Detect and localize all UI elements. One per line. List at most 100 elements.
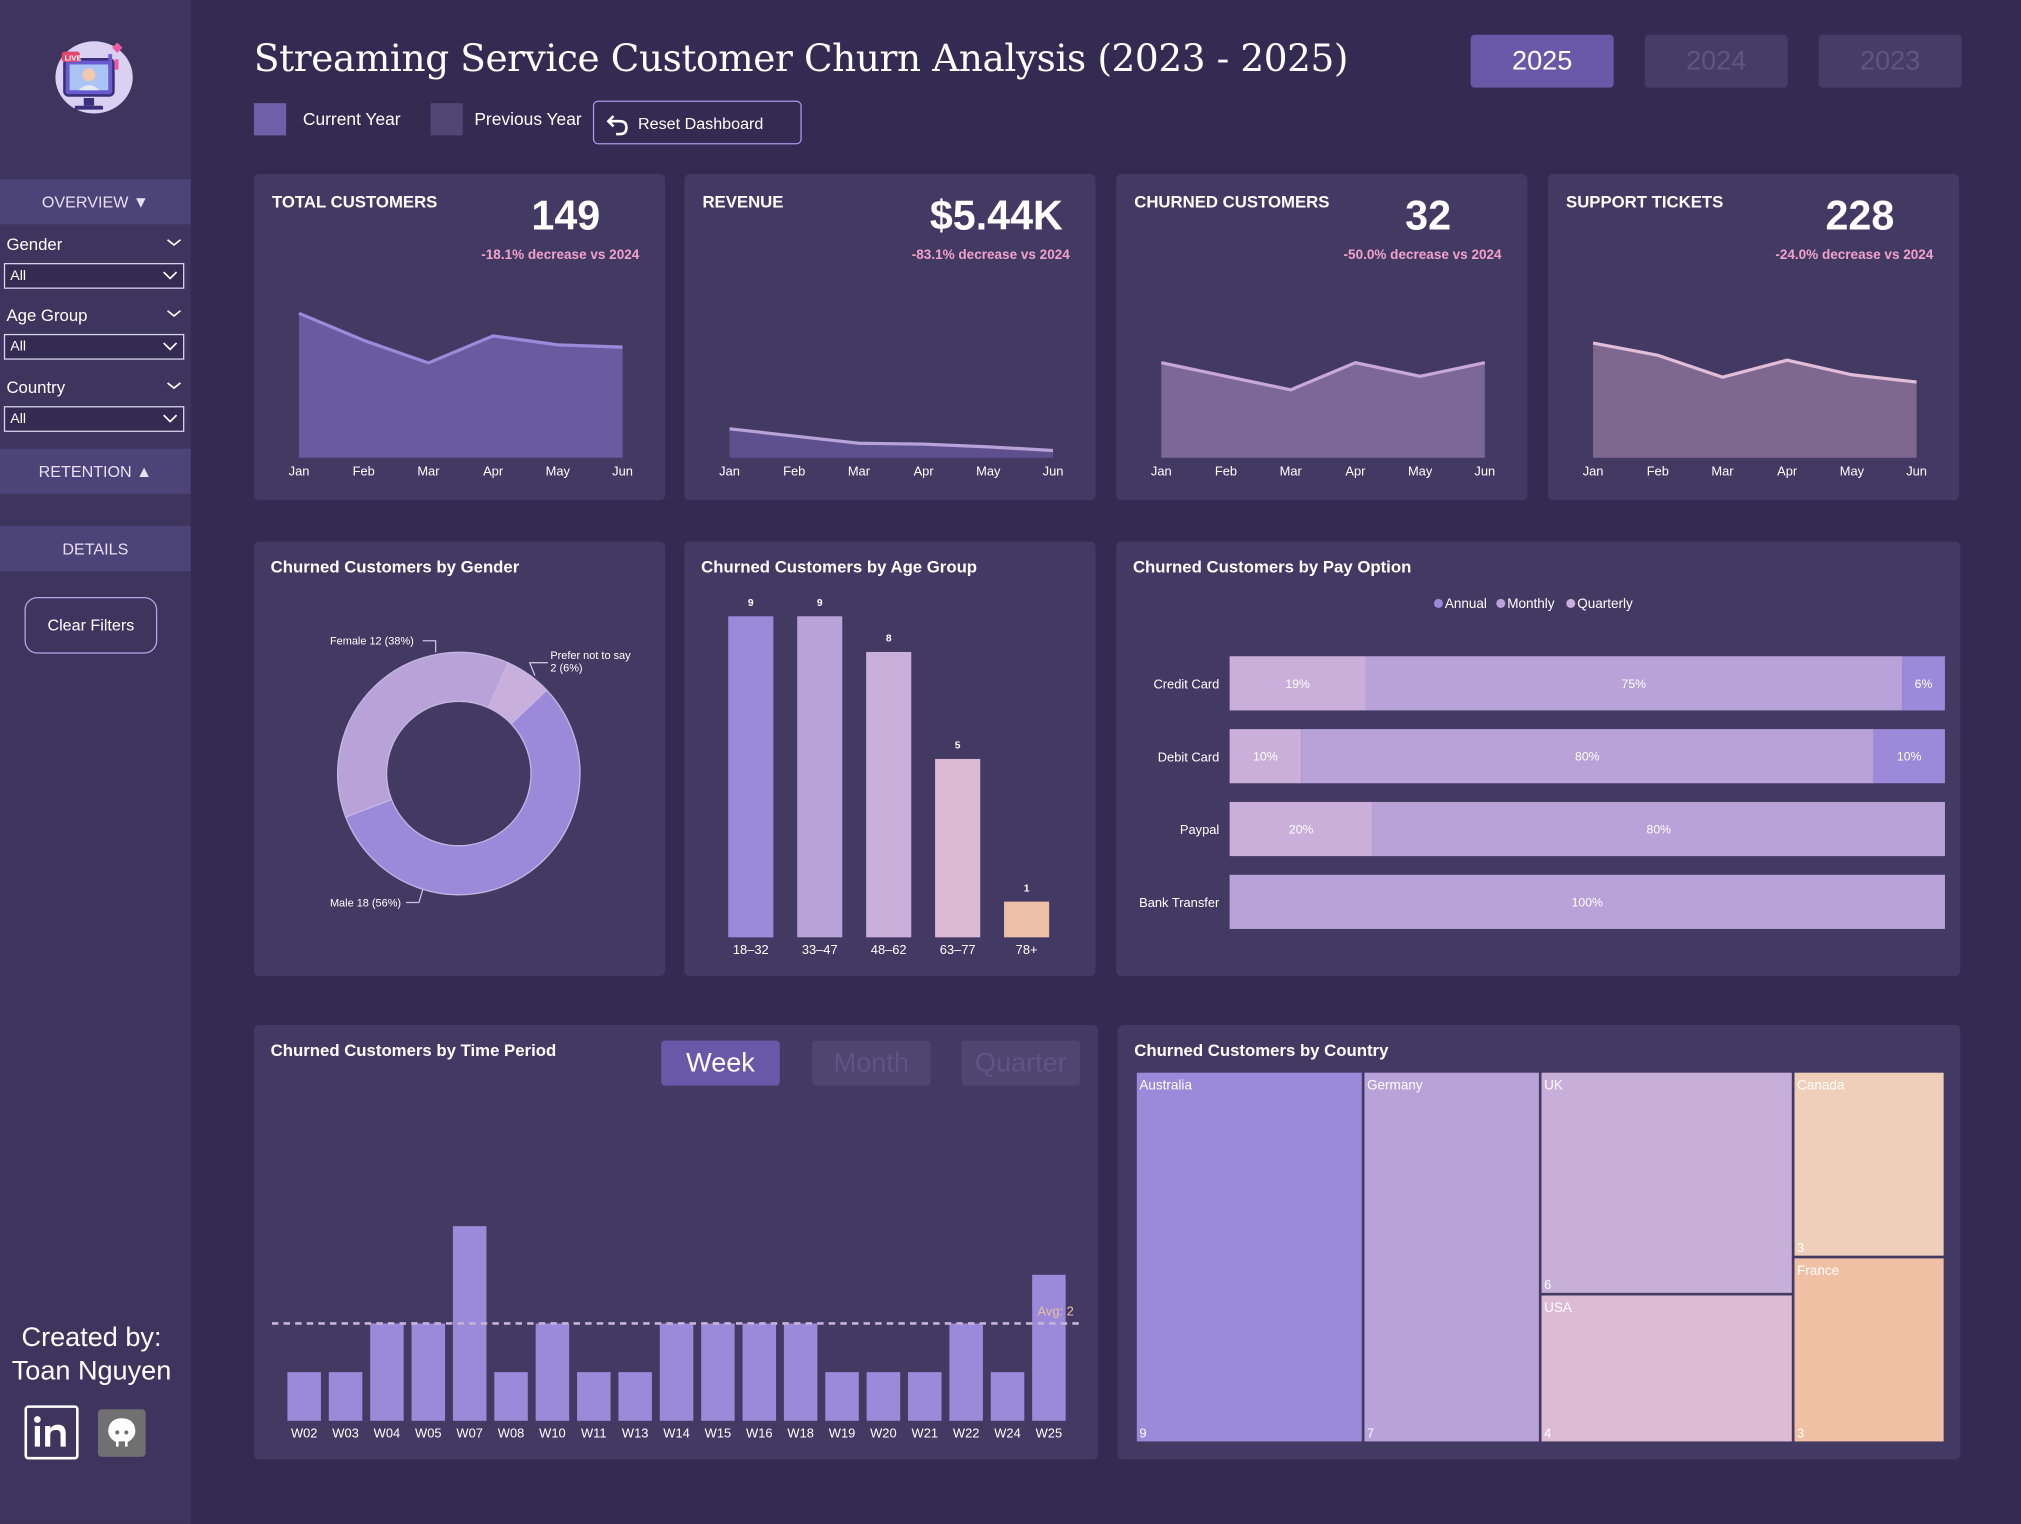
gender-chart-card: Churned Customers by Gender Female 12 (3… [253, 541, 666, 977]
x-tick-label: Jan [719, 464, 740, 479]
toggle-month[interactable]: Month [812, 1040, 931, 1086]
year-button-2025[interactable]: 2025 [1470, 34, 1614, 88]
x-tick-label: Mar [848, 464, 871, 479]
gender-select[interactable]: All [3, 263, 185, 289]
year-2025-label: 2025 [1512, 45, 1573, 76]
kpi-delta: -83.1% decrease vs 2024 [911, 247, 1070, 264]
chevron-down-icon[interactable] [165, 379, 183, 392]
week-bar [742, 1323, 777, 1421]
sparkline-area [1161, 362, 1485, 458]
pay-option-chart-card: Churned Customers by Pay Option Annual Mo… [1116, 541, 1961, 977]
current-year-swatch [253, 103, 287, 136]
week-bar [1032, 1274, 1066, 1421]
x-tick-label: Apr [914, 464, 935, 479]
x-tick-label: W24 [994, 1426, 1020, 1441]
x-tick-label: W16 [746, 1426, 772, 1441]
female-leader-line [422, 640, 437, 653]
x-tick-label: W18 [787, 1426, 813, 1441]
author-credit: Created by: Toan Nguyen [0, 1322, 183, 1389]
filter-age-label: Age Group [6, 305, 88, 325]
x-tick-label: Jan [1151, 464, 1172, 479]
x-tick-label: W14 [663, 1426, 689, 1441]
week-bar [825, 1372, 859, 1421]
segment-value-label: 19% [1285, 677, 1310, 691]
x-tick-label: Apr [483, 464, 504, 479]
year-button-2024[interactable]: 2024 [1644, 34, 1788, 88]
x-tick-label: Feb [1647, 464, 1669, 479]
segment-value-label: 100% [1572, 895, 1603, 909]
nav-overview[interactable]: OVERVIEW ▼ [0, 179, 191, 225]
age-bar [866, 651, 912, 938]
treemap-value-label: 4 [1544, 1426, 1551, 1441]
chevron-down-icon[interactable] [165, 236, 183, 249]
kpi-title: CHURNED CUSTOMERS [1134, 192, 1330, 212]
legend-dot [1496, 598, 1506, 608]
pay-bar-segment [1301, 729, 1874, 784]
pay-option-bar-chart: Annual Monthly Quarterly Credit Card 19% 75% 6… [1139, 596, 1945, 929]
prefer-leader-line [528, 662, 548, 676]
age-group-select[interactable]: All [3, 333, 185, 360]
bar-value-label: 9 [817, 598, 823, 609]
y-tick-label: Debit Card [1158, 749, 1220, 764]
x-tick-label: May [546, 464, 571, 479]
week-bar [908, 1372, 942, 1421]
github-icon[interactable] [97, 1409, 146, 1457]
year-2023-label: 2023 [1860, 45, 1921, 76]
year-button-2023[interactable]: 2023 [1818, 34, 1962, 88]
svg-text:LIVE: LIVE [64, 54, 81, 63]
x-tick-label: Mar [1280, 464, 1303, 479]
kpi-card-total-customers: TOTAL CUSTOMERS 149 -18.1% decrease vs 2… [253, 174, 666, 501]
sparkline-line [1592, 341, 1917, 384]
age-bar [728, 616, 774, 938]
x-tick-label: W11 [581, 1426, 607, 1441]
treemap-country-label: USA [1544, 1300, 1572, 1315]
pay-bar-segment [1229, 874, 1945, 929]
segment-value-label: 75% [1622, 677, 1647, 691]
x-tick-label: W19 [829, 1426, 855, 1441]
treemap-value-label: 7 [1367, 1426, 1374, 1441]
nav-retention[interactable]: RETENTION ▲ [0, 448, 191, 494]
pay-bar-segment [1229, 729, 1302, 784]
x-tick-label: W15 [705, 1426, 731, 1441]
x-tick-label: Jun [612, 464, 633, 479]
x-tick-label: W25 [1036, 1426, 1062, 1441]
x-tick-label: 78+ [1016, 942, 1038, 957]
page-title: Streaming Service Customer Churn Analysi… [253, 36, 1349, 80]
x-tick-label: Mar [1711, 464, 1734, 479]
chart-title: Churned Customers by Time Period [270, 1040, 557, 1060]
x-tick-label: W08 [498, 1426, 524, 1441]
treemap-cell [1791, 1255, 1947, 1445]
kpi-delta: -24.0% decrease vs 2024 [1775, 247, 1934, 264]
kpi-title: TOTAL CUSTOMERS [271, 192, 438, 212]
x-tick-label: W10 [539, 1426, 565, 1441]
toggle-week[interactable]: Week [661, 1040, 780, 1086]
chevron-down-icon[interactable] [165, 307, 183, 320]
nav-overview-label: OVERVIEW ▼ [41, 192, 149, 211]
pay-bar-segment [1229, 656, 1366, 711]
x-tick-label: May [976, 464, 1001, 479]
x-tick-label: W02 [291, 1426, 317, 1441]
treemap-country-label: France [1797, 1263, 1839, 1278]
kpi-delta: -18.1% decrease vs 2024 [481, 247, 640, 264]
legend-dot [1566, 598, 1576, 608]
week-bar [494, 1372, 528, 1421]
kpi-delta: -50.0% decrease vs 2024 [1343, 247, 1502, 264]
bar-value-label: 1 [1024, 883, 1030, 894]
treemap-country-label: Australia [1139, 1077, 1192, 1092]
clear-filters-button[interactable]: Clear Filters [24, 596, 158, 654]
country-select[interactable]: All [3, 406, 185, 432]
linkedin-icon[interactable] [24, 1405, 79, 1460]
x-tick-label: Jun [1043, 464, 1064, 479]
legend-label: Monthly [1507, 596, 1555, 611]
nav-details[interactable]: DETAILS [0, 526, 191, 572]
created-by-label: Created by: [21, 1322, 162, 1353]
pay-bar-segment [1902, 656, 1945, 711]
week-bar [990, 1372, 1025, 1421]
undo-icon [606, 115, 628, 136]
toggle-quarter[interactable]: Quarter [961, 1040, 1081, 1086]
reset-dashboard-button[interactable]: Reset Dashboard [592, 100, 802, 145]
kpi-sparkline: Jan Feb Mar Apr May Jun [289, 311, 633, 479]
segment-value-label: 20% [1289, 823, 1314, 837]
toggle-month-label: Month [833, 1047, 909, 1078]
x-tick-label: Feb [783, 464, 805, 479]
